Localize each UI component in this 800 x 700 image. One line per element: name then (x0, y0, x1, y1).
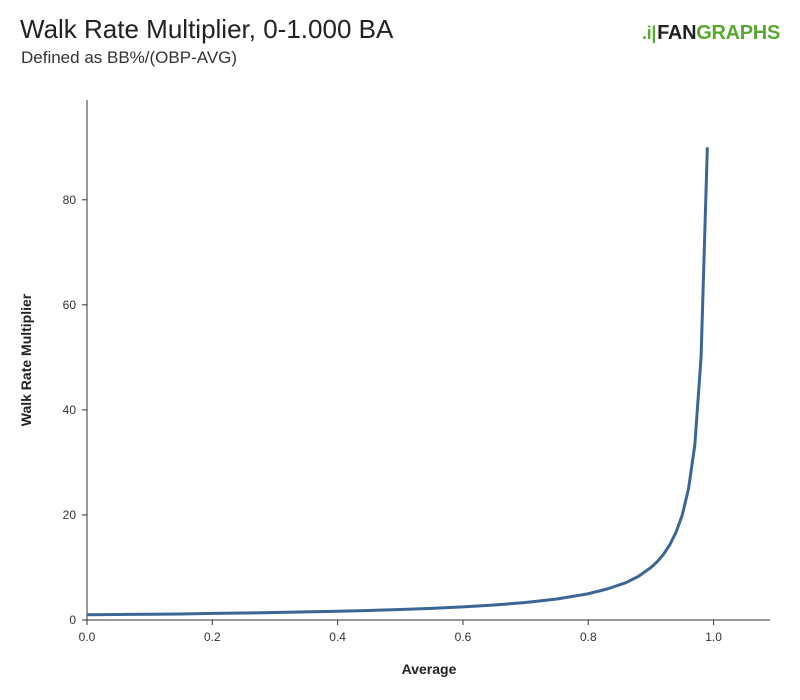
x-tick-label: 1.0 (705, 630, 722, 644)
x-tick-label: 0.8 (580, 630, 597, 644)
tick-labels: 0.0 0.2 0.4 0.6 0.8 1.0 0 20 40 60 80 (63, 193, 723, 644)
axes (82, 100, 770, 625)
logo-fan-text: FAN (657, 22, 697, 44)
y-tick-label: 40 (63, 403, 77, 417)
x-tick-label: 0.2 (204, 630, 221, 644)
chart-title: Walk Rate Multiplier, 0-1.000 BA (20, 14, 394, 44)
logo-mark: .i| (641, 23, 657, 43)
y-tick-label: 60 (63, 298, 77, 312)
chart-subtitle: Defined as BB%/(OBP-AVG) (21, 48, 238, 67)
series-line (86, 147, 709, 617)
x-tick-label: 0.0 (79, 630, 96, 644)
fangraphs-logo: .i|FANGRAPHS (642, 22, 780, 45)
x-tick-label: 0.4 (329, 630, 346, 644)
y-axis-title: Walk Rate Multiplier (18, 293, 34, 426)
y-tick-label: 0 (69, 613, 76, 627)
y-tick-label: 80 (63, 193, 77, 207)
x-axis-title: Average (402, 661, 457, 677)
logo-graphs-text: GRAPHS (696, 22, 780, 44)
x-tick-label: 0.6 (455, 630, 472, 644)
plot-area (86, 147, 709, 617)
y-tick-label: 20 (63, 508, 77, 522)
